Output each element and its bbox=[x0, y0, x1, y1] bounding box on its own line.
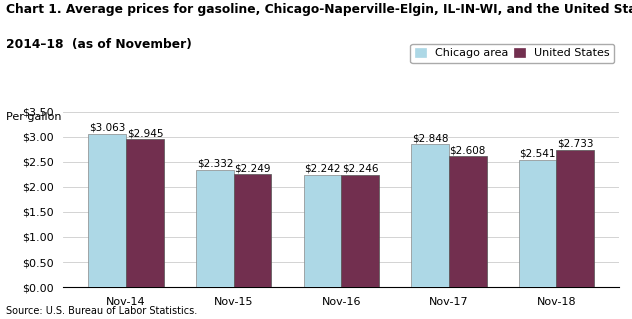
Text: $3.063: $3.063 bbox=[89, 122, 126, 132]
Bar bbox=[556, 150, 594, 287]
Text: $2.249: $2.249 bbox=[234, 163, 270, 173]
Bar bbox=[196, 170, 234, 287]
Text: $2.848: $2.848 bbox=[412, 133, 448, 143]
Text: Chart 1. Average prices for gasoline, Chicago-Naperville-Elgin, IL-IN-WI, and th: Chart 1. Average prices for gasoline, Ch… bbox=[6, 3, 632, 16]
Text: $2.733: $2.733 bbox=[557, 139, 593, 149]
Bar bbox=[519, 160, 556, 287]
Bar bbox=[234, 174, 271, 287]
Bar bbox=[303, 175, 341, 287]
Bar bbox=[88, 134, 126, 287]
Text: Per gallon: Per gallon bbox=[6, 112, 62, 122]
Bar bbox=[411, 144, 449, 287]
Text: Source: U.S. Bureau of Labor Statistics.: Source: U.S. Bureau of Labor Statistics. bbox=[6, 306, 198, 316]
Text: $2.246: $2.246 bbox=[342, 163, 379, 173]
Text: $2.541: $2.541 bbox=[520, 148, 556, 159]
Text: $2.332: $2.332 bbox=[197, 159, 233, 169]
Legend: Chicago area, United States: Chicago area, United States bbox=[410, 43, 614, 63]
Text: 2014–18  (as of November): 2014–18 (as of November) bbox=[6, 38, 192, 51]
Text: $2.608: $2.608 bbox=[449, 145, 486, 155]
Bar bbox=[449, 156, 487, 287]
Bar bbox=[126, 139, 164, 287]
Text: $2.945: $2.945 bbox=[126, 128, 163, 138]
Text: $2.242: $2.242 bbox=[304, 163, 341, 174]
Bar bbox=[341, 174, 379, 287]
